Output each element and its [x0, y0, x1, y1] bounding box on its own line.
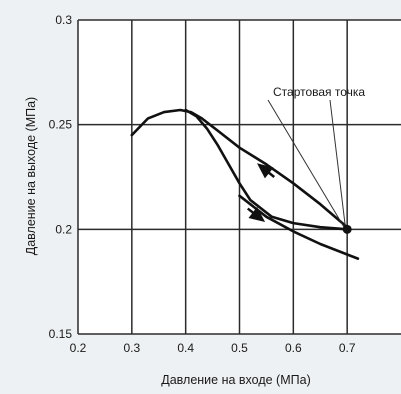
- y-axis-label: Давление на выходе (МПа): [24, 97, 38, 255]
- annotation-leader-line-1: [329, 99, 346, 226]
- tick-labels: 0.2 0.3 0.4 0.5 0.6 0.70.150.20.250.3: [49, 13, 356, 355]
- x-tick-label: 0.4: [177, 341, 194, 355]
- grid: [77, 19, 401, 335]
- x-tick-label: 0.5: [231, 341, 248, 355]
- y-tick-label: 0.15: [49, 327, 73, 341]
- annotation-leader-line-2: [267, 99, 345, 228]
- x-tick-label: 0.6: [285, 341, 302, 355]
- annotation-start-point-label: Стартовая точка: [273, 85, 365, 99]
- direction-arrow-1: [248, 206, 266, 222]
- x-tick-label: 0.2: [70, 341, 87, 355]
- direction-arrow-0: [257, 163, 274, 179]
- series-line-2: [238, 194, 360, 260]
- direction-arrow-shaft-1: [246, 207, 257, 216]
- series-line-0: [130, 108, 349, 229]
- markers-group: [246, 99, 352, 234]
- y-tick-label: 0.25: [49, 118, 73, 132]
- x-axis-label: Давление на входе (МПа): [161, 373, 310, 387]
- direction-arrow-shaft-0: [265, 169, 276, 178]
- y-tick-label: 0.3: [55, 13, 72, 27]
- x-tick-label: 0.7: [339, 341, 356, 355]
- x-tick-label: 0.3: [123, 341, 140, 355]
- start-point-marker: [342, 224, 352, 234]
- y-tick-label: 0.2: [55, 222, 72, 236]
- series-line-1: [184, 108, 349, 231]
- series-group: [130, 108, 360, 260]
